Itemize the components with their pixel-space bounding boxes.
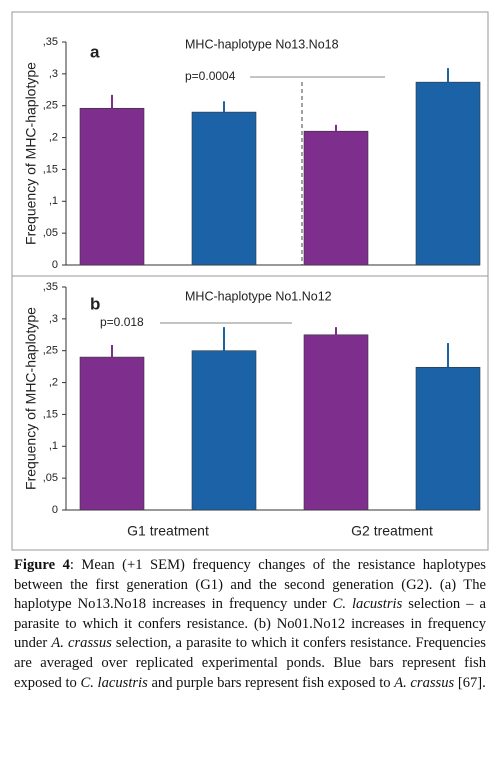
figure: 0 ,05 ,1 ,15 ,2 ,25 ,3 ,35 Frequency of MHC-hapl…: [11, 11, 489, 551]
figure-frame: [11, 11, 489, 551]
y-tick-label: ,05: [43, 227, 58, 239]
caption-text: A. crassus: [51, 635, 112, 652]
y-tick-label: 0: [52, 504, 58, 516]
x-tick-label: G1 treatment: [127, 523, 209, 539]
y-tick-label: ,3: [49, 313, 58, 325]
y-tick-label: ,1: [49, 440, 58, 452]
x-tick-label: G2 treatment: [351, 523, 433, 539]
caption-text: selection – a parasite to which it confe…: [14, 596, 486, 652]
caption-text: A. crassus: [394, 674, 455, 691]
y-tick-label: ,1: [49, 195, 58, 207]
y-tick-label: ,2: [49, 131, 58, 143]
annotation: p=0.018: [100, 315, 144, 329]
y-tick-label: ,25: [43, 345, 58, 357]
bar: [303, 130, 369, 266]
panel-label: b: [90, 294, 100, 313]
bar: [79, 356, 145, 511]
y-tick-label: ,15: [43, 408, 58, 420]
caption-text: selection, a parasite to which it confer…: [14, 635, 486, 691]
y-tick-label: ,3: [49, 68, 58, 80]
annotation: p=0.0004: [185, 69, 236, 83]
bar: [415, 366, 481, 511]
bar: [415, 81, 481, 266]
bar: [191, 350, 257, 511]
y-axis-title: Frequency of MHC-haplotype: [23, 307, 39, 490]
caption-text: C. lacustris: [332, 596, 403, 613]
bar: [191, 111, 257, 266]
caption: Figure 4: Mean (+1 SEM) frequency change…: [14, 556, 486, 693]
caption-text: : Mean (+1 SEM) frequency changes of the…: [14, 557, 486, 613]
caption-text: [67].: [454, 674, 486, 691]
bar: [303, 334, 369, 511]
caption-text: and purple bars represent fish exposed t…: [147, 674, 395, 691]
y-tick-label: ,25: [43, 100, 58, 112]
y-tick-label: ,15: [43, 163, 58, 175]
caption-text: Figure 4: [14, 557, 70, 573]
panel-title: MHC-haplotype No13.No18: [185, 37, 339, 51]
panel-title: MHC-haplotype No1.No12: [185, 289, 332, 303]
y-tick-label: ,35: [43, 36, 58, 48]
y-tick-label: ,35: [43, 281, 58, 293]
panel-label: a: [90, 42, 100, 61]
y-tick-label: ,2: [49, 376, 58, 388]
bar: [79, 107, 145, 266]
caption-text: C. lacustris: [80, 674, 148, 691]
y-axis-title: Frequency of MHC-haplotype: [23, 62, 39, 245]
y-tick-label: ,05: [43, 472, 58, 484]
y-tick-label: 0: [52, 259, 58, 271]
